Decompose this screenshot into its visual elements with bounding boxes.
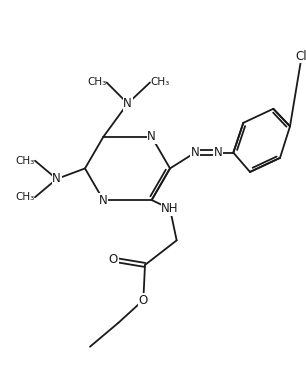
- Text: CH₃: CH₃: [150, 78, 169, 88]
- Text: N: N: [99, 193, 108, 207]
- Text: O: O: [109, 253, 118, 266]
- Text: CH₃: CH₃: [16, 192, 35, 202]
- Text: N: N: [214, 146, 223, 159]
- Text: NH: NH: [161, 202, 179, 215]
- Text: N: N: [123, 97, 132, 110]
- Text: CH₃: CH₃: [16, 156, 35, 166]
- Text: Cl: Cl: [296, 50, 306, 63]
- Text: N: N: [191, 146, 200, 159]
- Text: N: N: [52, 173, 61, 185]
- Text: N: N: [147, 130, 156, 143]
- Text: CH₃: CH₃: [88, 78, 107, 88]
- Text: O: O: [139, 293, 148, 306]
